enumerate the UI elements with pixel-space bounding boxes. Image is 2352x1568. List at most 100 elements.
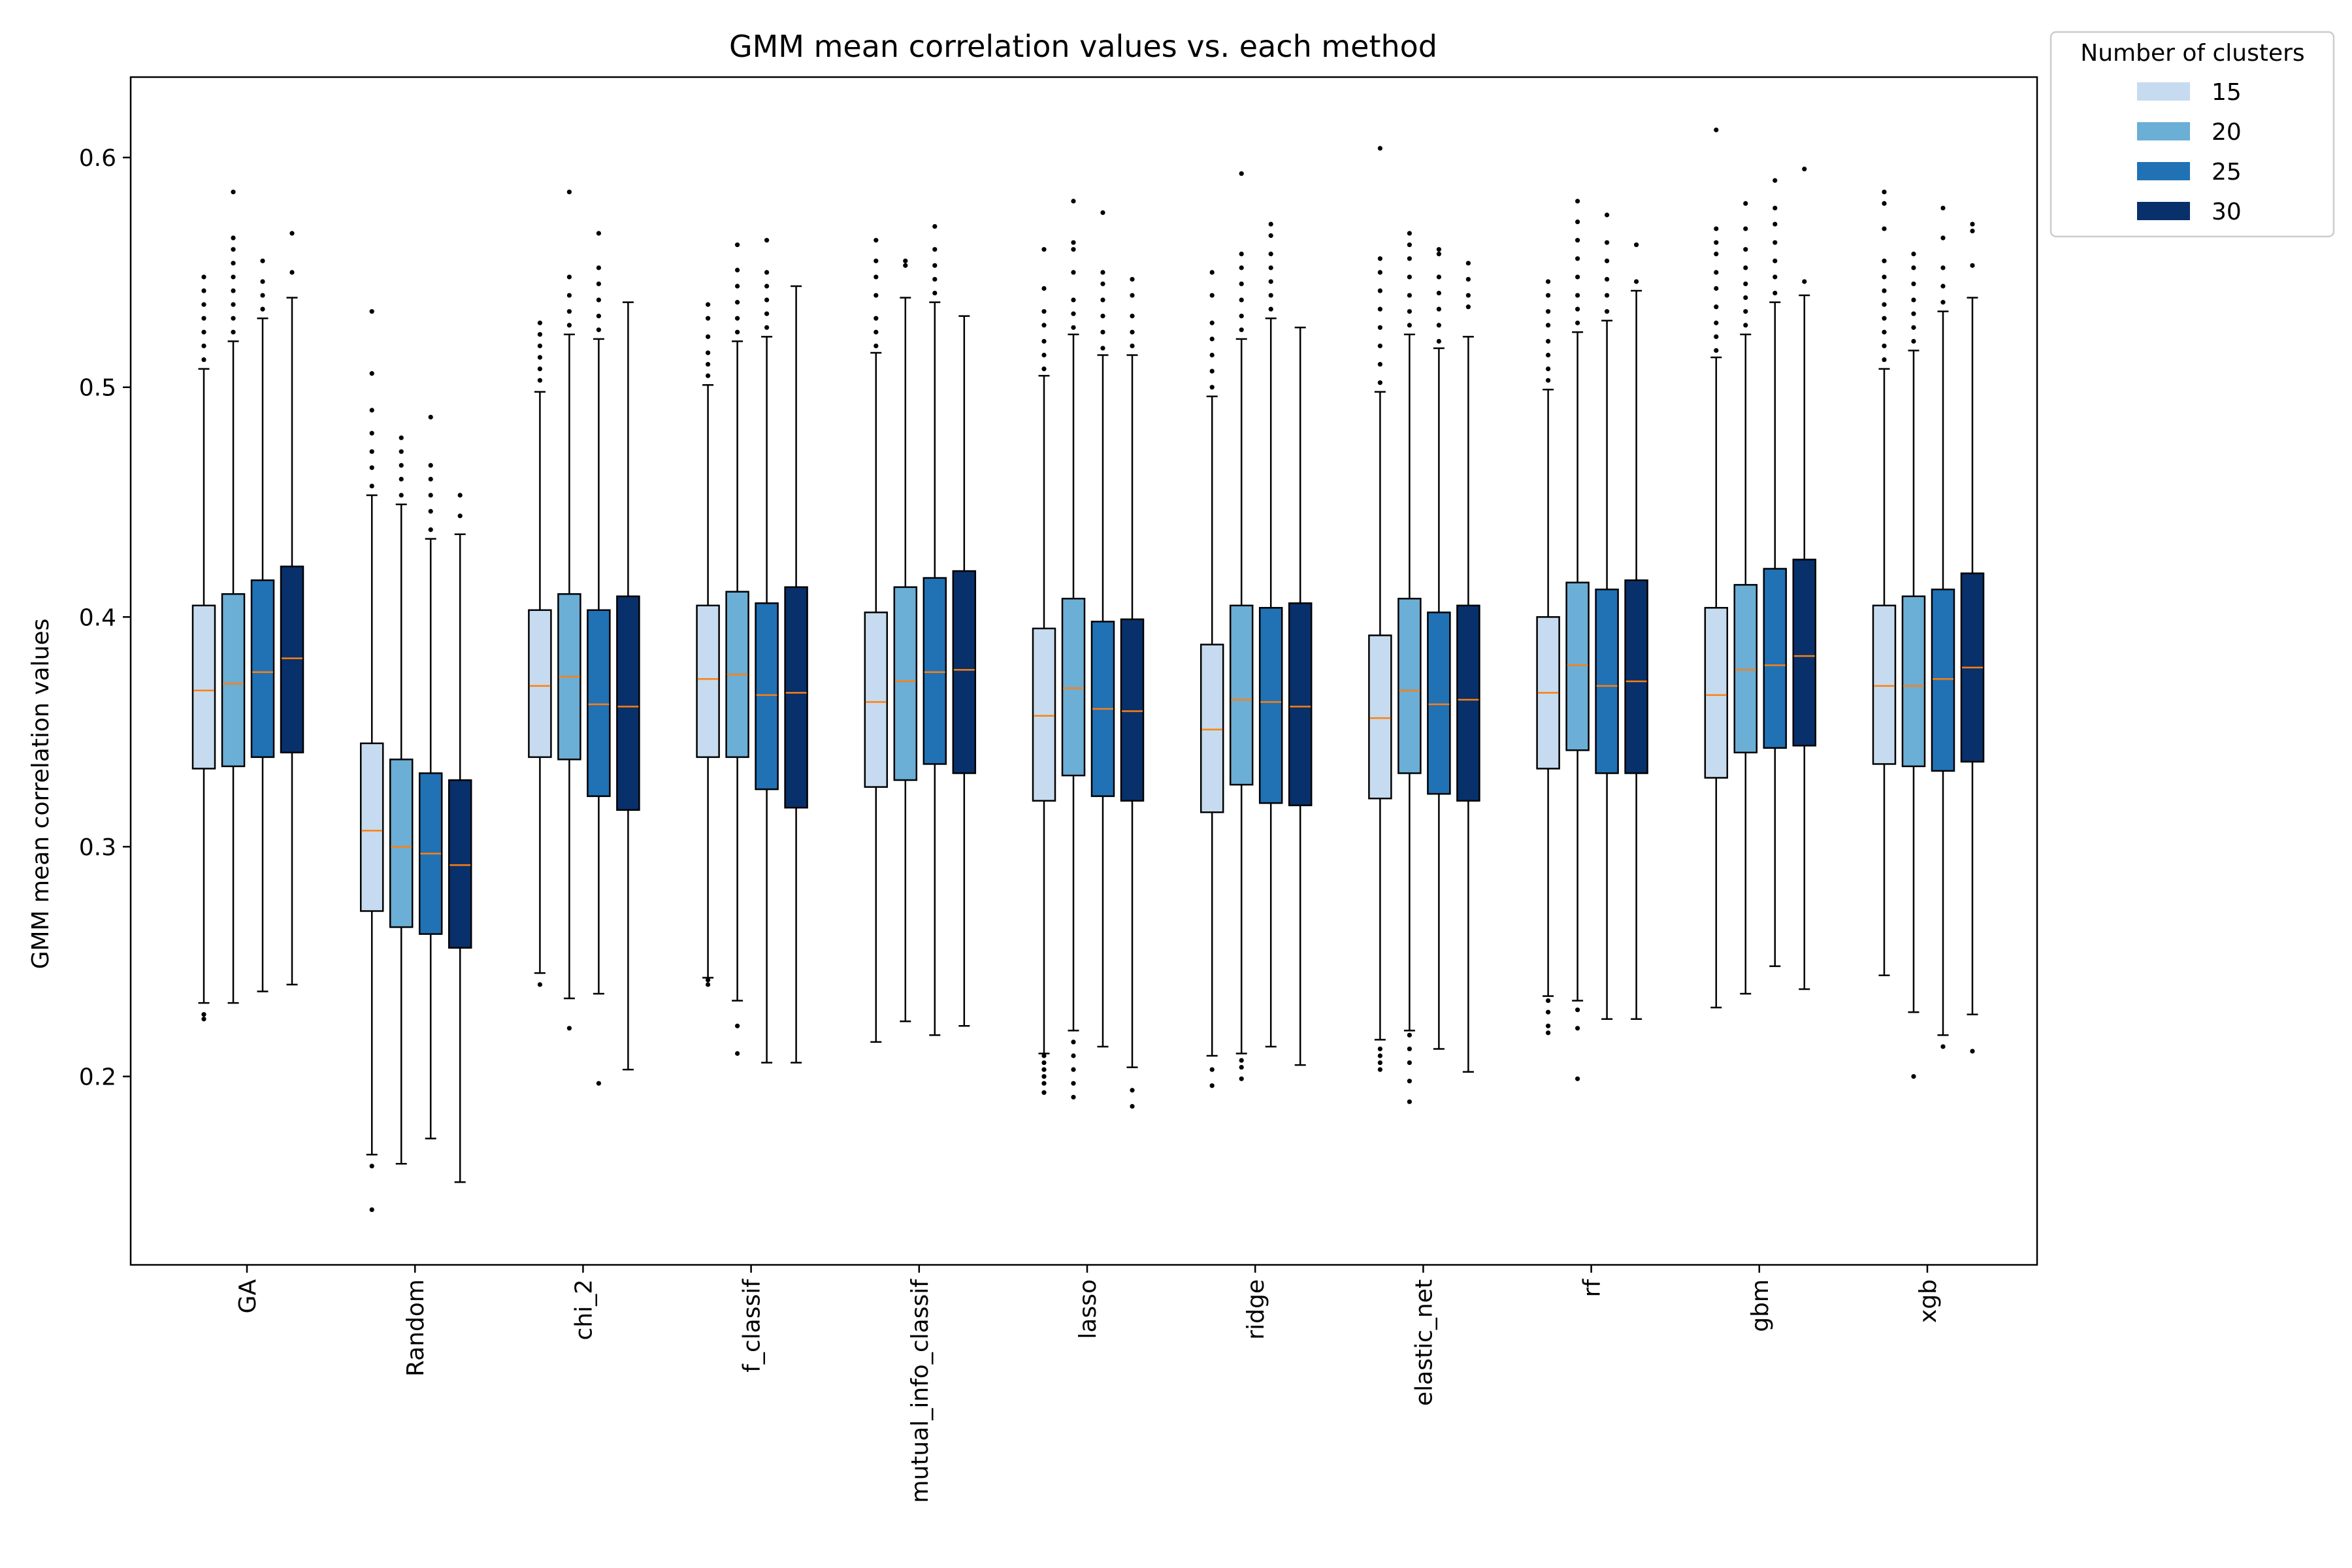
flier-point — [1377, 1053, 1382, 1058]
flier-point — [1575, 199, 1580, 204]
flier-point — [1239, 1058, 1244, 1063]
flier-point — [1743, 201, 1748, 206]
box-body — [250, 579, 275, 759]
flier-point — [1605, 309, 1610, 314]
flier-point — [1634, 242, 1639, 248]
box-Random-30 — [448, 493, 472, 1183]
box-lasso-20 — [1061, 199, 1086, 1100]
flier-point — [1772, 258, 1778, 263]
box-f_classif-15 — [696, 302, 720, 987]
flier-point — [1575, 293, 1580, 298]
flier-point — [1436, 274, 1441, 280]
flier-point — [706, 350, 711, 355]
flier-point — [537, 343, 543, 349]
flier-point — [457, 493, 463, 498]
flier-point — [1071, 1039, 1076, 1045]
flier-point — [1071, 240, 1076, 245]
flier-point — [1377, 256, 1382, 261]
box-elastic_net-30 — [1456, 261, 1480, 1073]
box-xgb-20 — [1901, 252, 1926, 1079]
flier-point — [231, 302, 236, 307]
flier-point — [706, 361, 711, 367]
box-Random-15 — [359, 309, 384, 1213]
flier-point — [1377, 361, 1382, 367]
box-elastic_net-15 — [1368, 146, 1392, 1072]
box-body — [1901, 595, 1926, 768]
flier-point — [1714, 286, 1719, 291]
box-body — [1763, 568, 1788, 749]
flier-point — [369, 449, 374, 454]
flier-point — [1436, 252, 1441, 257]
box-chi_2-15 — [528, 320, 552, 987]
flier-point — [1772, 178, 1778, 183]
legend-swatch-15 — [2137, 82, 2190, 101]
box-mutual_info_classif-15 — [864, 238, 889, 1043]
flier-point — [1772, 274, 1778, 280]
flier-point — [201, 288, 206, 293]
flier-point — [428, 463, 433, 468]
flier-point — [1743, 323, 1748, 328]
flier-point — [566, 293, 572, 298]
flier-point — [1940, 205, 1946, 211]
flier-point — [1714, 320, 1719, 325]
flier-point — [1546, 1009, 1551, 1015]
flier-point — [201, 302, 206, 307]
flier-point — [1407, 293, 1412, 298]
box-xgb-30 — [1960, 221, 1985, 1054]
flier-point — [1268, 279, 1273, 284]
flier-point — [1041, 1053, 1047, 1058]
flier-point — [1268, 221, 1273, 227]
flier-point — [903, 263, 908, 268]
flier-point — [260, 293, 265, 298]
flier-point — [1911, 297, 1916, 302]
flier-point — [1911, 252, 1916, 257]
flier-point — [428, 414, 433, 420]
flier-point — [1546, 998, 1551, 1004]
flier-point — [1882, 343, 1887, 349]
flier-point — [1377, 306, 1382, 312]
flier-point — [537, 355, 543, 360]
flier-point — [874, 238, 879, 243]
box-mutual_info_classif-20 — [893, 258, 918, 1022]
legend-swatch-25 — [2137, 162, 2190, 180]
flier-point — [1882, 189, 1887, 195]
flier-point — [1743, 281, 1748, 287]
box-body — [1229, 604, 1254, 786]
box-gbm-20 — [1733, 201, 1758, 995]
box-body — [616, 595, 640, 811]
box-body — [923, 577, 947, 765]
box-elastic_net-25 — [1427, 247, 1451, 1050]
flier-point — [1209, 1083, 1215, 1088]
flier-point — [1407, 274, 1412, 280]
flier-point — [1546, 378, 1551, 383]
flier-point — [457, 514, 463, 519]
box-body — [280, 565, 304, 754]
flier-point — [260, 279, 265, 284]
flier-point — [874, 274, 879, 280]
flier-point — [735, 300, 740, 305]
flier-point — [903, 258, 908, 263]
flier-point — [1130, 276, 1135, 282]
flier-point — [566, 323, 572, 328]
flier-point — [1041, 366, 1047, 372]
box-body — [1397, 597, 1422, 774]
flier-point — [1041, 247, 1047, 252]
flier-point — [596, 265, 602, 270]
box-Random-20 — [389, 435, 414, 1165]
flier-point — [1377, 380, 1382, 385]
flier-point — [874, 293, 879, 298]
flier-point — [369, 1164, 374, 1169]
flier-point — [596, 231, 602, 236]
chart-title: GMM mean correlation values vs. each met… — [729, 29, 1437, 64]
flier-point — [874, 329, 879, 335]
flier-point — [1743, 247, 1748, 252]
flier-point — [1041, 1081, 1047, 1086]
flier-point — [1071, 1081, 1076, 1086]
box-body — [1427, 612, 1451, 795]
flier-point — [231, 274, 236, 280]
flier-point — [537, 378, 543, 383]
box-f_classif-30 — [784, 285, 808, 1064]
flier-point — [1100, 210, 1105, 216]
flier-point — [596, 281, 602, 287]
